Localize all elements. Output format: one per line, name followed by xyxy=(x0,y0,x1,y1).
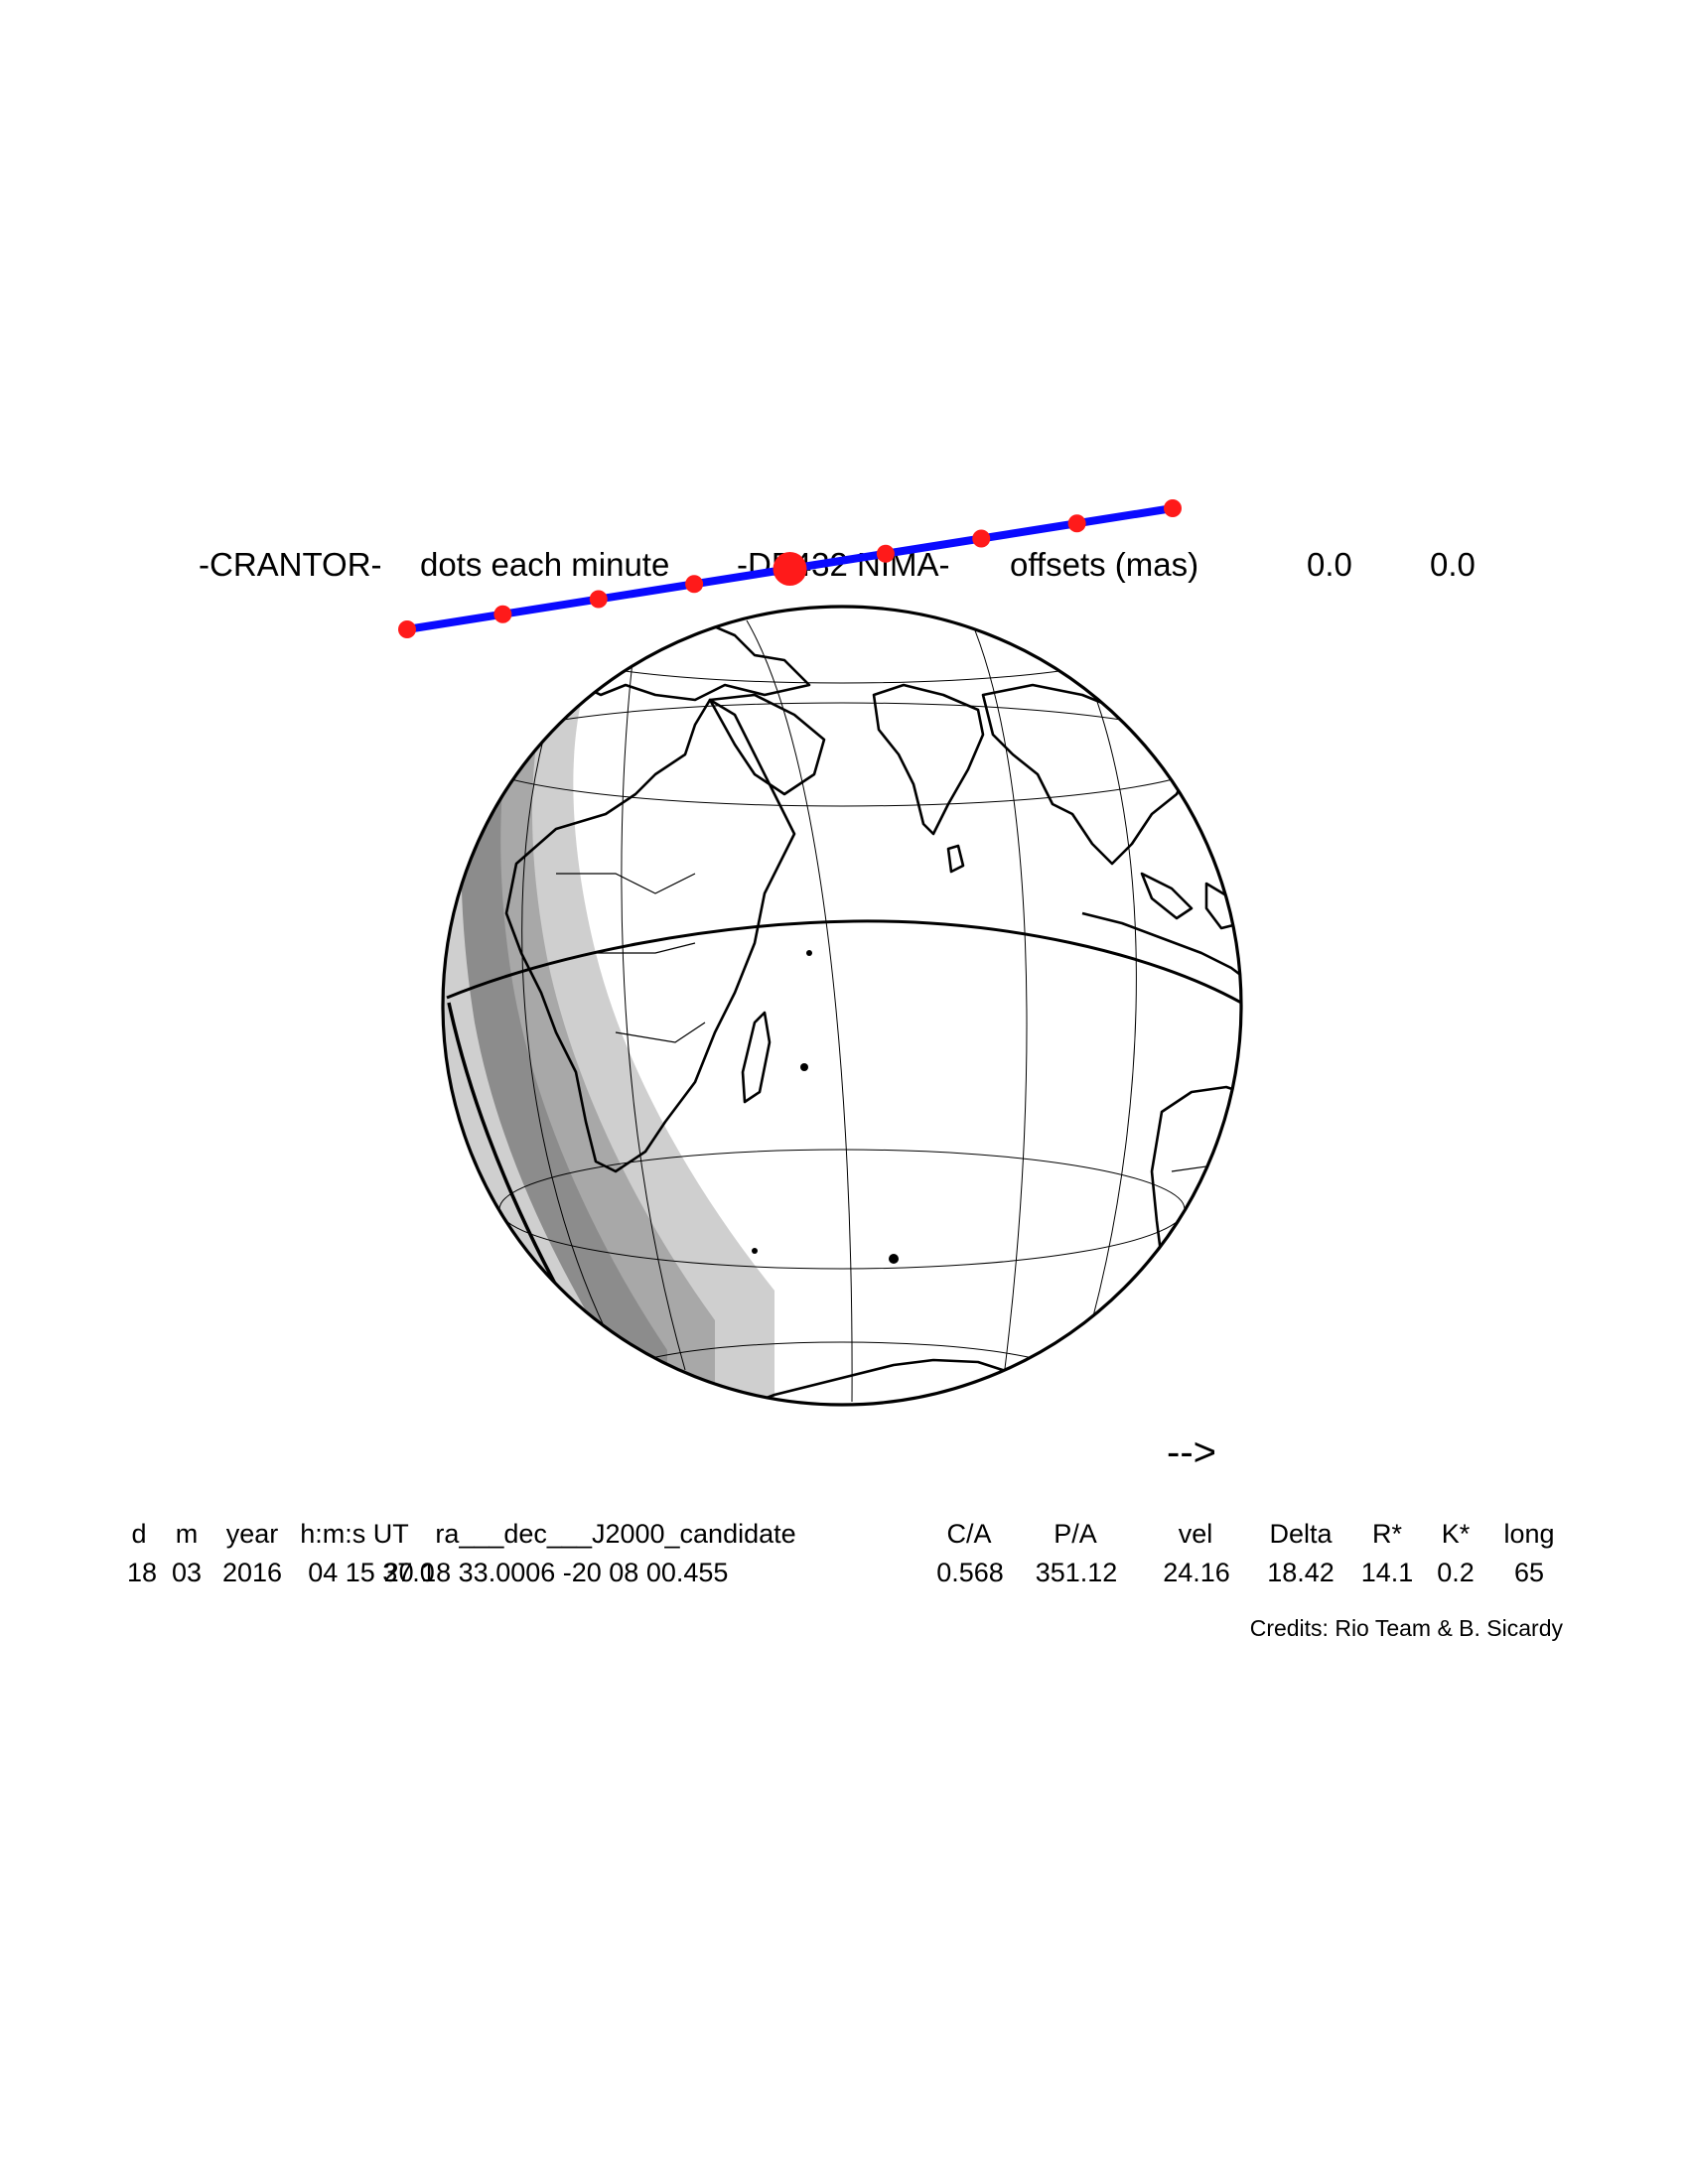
table-header-cell: vel xyxy=(1179,1519,1213,1549)
table-value-cell: 351.12 xyxy=(1036,1558,1118,1587)
table-header-cell: h:m:s UT xyxy=(300,1519,409,1549)
offset-ra: 0.0 xyxy=(1307,546,1352,583)
table-header-cell: R* xyxy=(1372,1519,1402,1549)
track-dot-minute xyxy=(398,620,416,638)
occultation-track xyxy=(398,499,1182,638)
table-header-cell: Delta xyxy=(1269,1519,1333,1549)
offsets-label: offsets (mas) xyxy=(1010,546,1198,583)
table-value-cell: 0.2 xyxy=(1437,1558,1475,1587)
globe-outline xyxy=(441,605,1243,1407)
track-dot-minute xyxy=(685,575,704,594)
offset-dec: 0.0 xyxy=(1430,546,1476,583)
table-header-cell: long xyxy=(1503,1519,1554,1549)
table-value-cell: 65 xyxy=(1514,1558,1544,1587)
object-name: -CRANTOR- xyxy=(199,546,382,583)
table-header-cell: K* xyxy=(1442,1519,1471,1549)
table-value-cell: 04 15 37.0 xyxy=(308,1558,435,1587)
track-dot-minute xyxy=(1067,514,1086,533)
table-header-cell: d xyxy=(131,1519,146,1549)
table-value-cell: 03 xyxy=(172,1558,202,1587)
table-header-cell: P/A xyxy=(1054,1519,1097,1549)
track-dot-minute xyxy=(1164,499,1182,517)
globe xyxy=(441,605,1243,1407)
table-value-cell: 20 18 33.0006 -20 08 00.455 xyxy=(384,1558,729,1587)
track-dot-minute xyxy=(972,529,991,548)
credits: Credits: Rio Team & B. Sicardy xyxy=(1250,1615,1564,1641)
table-header-cell: m xyxy=(176,1519,199,1549)
table-value-cell: 24.16 xyxy=(1163,1558,1230,1587)
equator-line xyxy=(446,919,1241,1005)
table-value-cell: 18 xyxy=(127,1558,157,1587)
table-value-cell: 2016 xyxy=(222,1558,282,1587)
table-value-cell: 18.42 xyxy=(1267,1558,1335,1587)
table-header-cell: ra___dec___J2000_candidate xyxy=(435,1519,795,1549)
table-value-cell: 0.568 xyxy=(936,1558,1004,1587)
track-dot-minute xyxy=(589,590,608,609)
track-dot-minute xyxy=(493,605,512,623)
table-header-cell: C/A xyxy=(946,1519,991,1549)
dots-label: dots each minute xyxy=(420,546,669,583)
table-header-cell: year xyxy=(226,1519,279,1549)
table-value-cell: 14.1 xyxy=(1361,1558,1414,1587)
direction-arrow: --> xyxy=(1167,1431,1216,1474)
track-dot-closest-approach xyxy=(773,552,807,586)
header: -CRANTOR- dots each minute -DE432 NIMA- … xyxy=(199,546,1476,583)
circumstances-table: d m year h:m:s UT ra___dec___J2000_candidate… xyxy=(127,1519,1555,1587)
track-dot-minute xyxy=(876,544,895,563)
